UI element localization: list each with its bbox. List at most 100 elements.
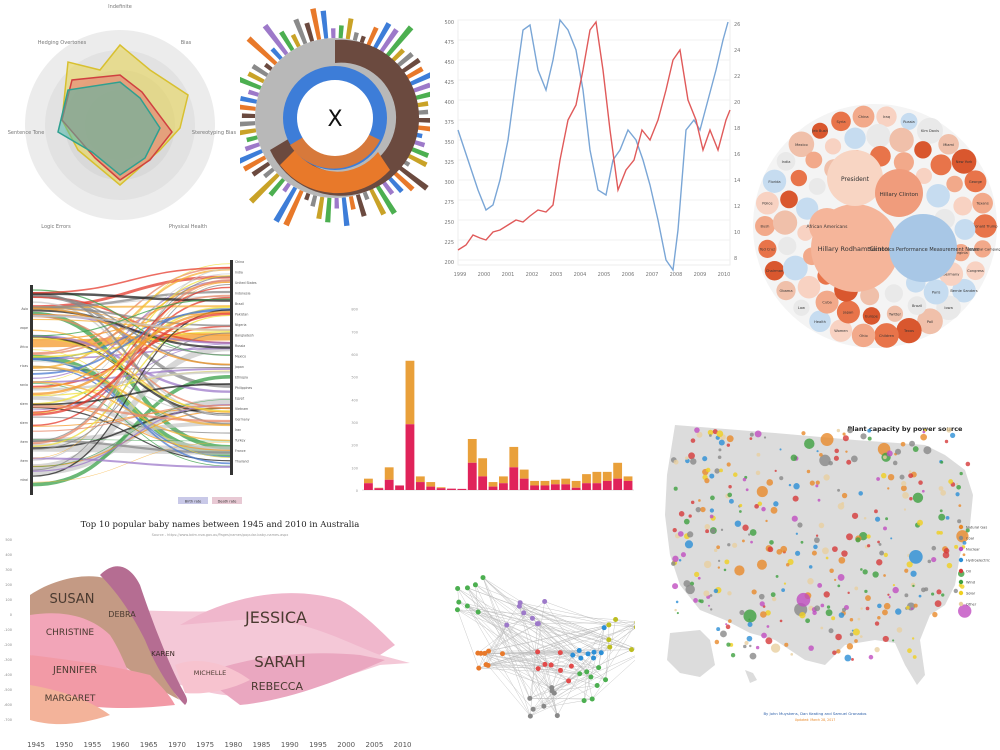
sunburst-ray	[262, 23, 289, 56]
bubble-label: Jeb Bush	[811, 129, 828, 133]
plant-dot	[918, 594, 922, 598]
plant-dot	[791, 515, 798, 522]
bar-segment-top	[571, 480, 581, 488]
plant-dot	[725, 624, 731, 630]
sunburst-ray	[282, 182, 291, 193]
x-tick: 2000	[478, 272, 491, 278]
legend-item: Birth rate	[185, 500, 202, 504]
plant-dot	[865, 606, 870, 611]
chart-source: Source - https://www.bdm.nsw.gov.au/Page…	[152, 533, 289, 537]
edge	[467, 605, 552, 666]
bubble	[852, 105, 875, 128]
bubble	[831, 111, 851, 132]
left-tick: 250	[444, 220, 454, 226]
plant-dot	[820, 626, 824, 630]
bubble	[788, 131, 815, 158]
plant-dot	[849, 618, 854, 622]
bar-segment-bottom	[550, 484, 560, 490]
bar-segment-bottom	[426, 486, 436, 490]
legend-label: Coal	[966, 537, 974, 541]
node	[598, 650, 604, 656]
plant-dot	[779, 619, 783, 623]
plant-dot	[742, 477, 747, 482]
ribbon	[32, 404, 231, 432]
sunburst-ring-brown	[270, 39, 420, 196]
plant-dot	[931, 592, 935, 596]
node	[629, 647, 635, 653]
sunburst-ray	[242, 155, 267, 172]
plant-dot	[828, 460, 833, 466]
right-label: China	[235, 260, 244, 264]
bar-segment-bottom	[519, 478, 529, 490]
ribbon	[32, 266, 231, 294]
plant-dot	[890, 537, 893, 540]
plant-dot	[732, 542, 738, 548]
bubble	[889, 214, 957, 282]
plant-dot	[770, 643, 781, 653]
plant-dot	[862, 569, 868, 575]
map-legend: Natural Gas Coal Nuclear Hydroelectric Oil Wi…	[958, 524, 990, 607]
plant-dot	[900, 485, 907, 492]
stream-label: CHRISTINE	[46, 628, 95, 638]
node	[455, 586, 461, 592]
x-tick: 2009	[694, 272, 707, 278]
bubble-label: Iraq	[883, 115, 890, 119]
plant-dot	[690, 438, 696, 443]
legend-swatch	[958, 601, 964, 607]
edge	[485, 664, 552, 688]
x-tick: 2010	[394, 741, 412, 749]
x-axis-ticks: 1945 1950 1955 1960 1965 1970 1975 1980 1985 1990…	[27, 741, 411, 749]
plant-dot	[847, 591, 850, 595]
bar-segment-bottom	[499, 483, 508, 490]
radar-series-teal	[57, 81, 161, 176]
plant-dot	[700, 506, 706, 513]
bubble	[973, 214, 997, 238]
radar-label: Sentence Tone	[8, 130, 45, 136]
plant-dot	[813, 544, 818, 550]
node	[589, 696, 595, 702]
node	[486, 648, 492, 654]
plant-dot	[820, 603, 825, 608]
edge	[484, 653, 591, 678]
right-tick: 16	[734, 152, 740, 158]
plant-dot	[841, 492, 848, 499]
plant-dot	[860, 568, 863, 571]
edge	[544, 601, 609, 626]
plant-dot	[710, 528, 716, 534]
left-tick: 425	[444, 80, 454, 86]
node	[499, 651, 505, 657]
sunburst-ray	[304, 22, 315, 42]
edge	[520, 602, 635, 628]
bubble	[836, 300, 860, 324]
sunburst-ray	[369, 188, 387, 216]
sunburst-ray	[372, 22, 392, 50]
edge	[485, 624, 507, 665]
bubble-label: India	[782, 160, 791, 164]
plant-dot	[738, 503, 743, 508]
plant-dot	[714, 639, 720, 645]
bubble-cloud: Donald Trump Presidential Campaign Congres…	[753, 104, 1000, 348]
bubble-label: Europe	[865, 314, 878, 318]
sunburst-ray	[290, 33, 301, 48]
plant-dot	[696, 431, 703, 438]
bar-segment-top	[415, 476, 425, 483]
sunburst-ray	[412, 91, 430, 101]
sunburst-ray	[240, 149, 263, 164]
bubble-label: Twitter	[888, 312, 902, 316]
node	[527, 713, 533, 719]
edge	[523, 612, 602, 653]
ribbon	[32, 312, 231, 416]
right-tick: 26	[734, 22, 740, 28]
plant-dot	[957, 519, 962, 524]
edge	[488, 602, 521, 652]
stream-label: JENNIFER	[52, 665, 97, 676]
plant-dot	[747, 533, 751, 536]
edge	[477, 601, 545, 654]
plant-dot	[727, 591, 732, 596]
plant-dot	[899, 474, 905, 480]
plant-dot	[703, 560, 712, 569]
plant-dot	[882, 455, 887, 460]
left-label: Oceania	[20, 383, 28, 387]
plant-dot	[707, 429, 714, 436]
x-tick: 1965	[140, 741, 158, 749]
